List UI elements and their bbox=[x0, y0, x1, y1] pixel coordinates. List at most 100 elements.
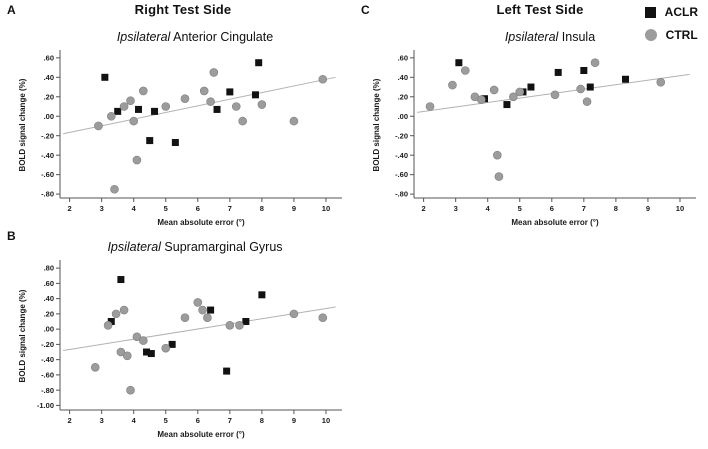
data-point-ctrl bbox=[238, 116, 247, 126]
data-point-ctrl bbox=[122, 351, 132, 361]
svg-text:6: 6 bbox=[196, 416, 200, 425]
svg-text:.40: .40 bbox=[44, 294, 54, 303]
data-point-ctrl bbox=[198, 305, 207, 315]
data-point-ctrl bbox=[318, 313, 328, 322]
data-point-ctrl bbox=[132, 155, 142, 165]
aclr-square-marker-icon bbox=[644, 6, 656, 18]
svg-text:10: 10 bbox=[676, 204, 684, 213]
y-axis-label: BOLD signal change (%) bbox=[372, 78, 381, 171]
svg-text:5: 5 bbox=[164, 416, 168, 425]
svg-text:.00: .00 bbox=[398, 112, 408, 121]
scatter-plot-C: .60 .40 .20 .00 -.20 -.40 -.60 -.80 2 3 4 5 6 7 8 9 10 Me… bbox=[372, 50, 696, 227]
svg-text:-1.00: -1.00 bbox=[37, 401, 54, 410]
data-point-ctrl bbox=[161, 102, 171, 111]
data-point-ctrl bbox=[119, 305, 129, 315]
data-point-ctrl bbox=[231, 102, 241, 111]
data-point-ctrl bbox=[110, 184, 119, 194]
svg-text:4: 4 bbox=[132, 416, 137, 425]
chart-title-italic: Ipsilateral bbox=[504, 30, 559, 44]
data-point-aclr bbox=[251, 91, 259, 99]
data-point-aclr bbox=[255, 59, 263, 67]
chart-title-italic: Ipsilateral bbox=[116, 30, 171, 44]
svg-text:6: 6 bbox=[550, 204, 554, 213]
data-point-ctrl bbox=[203, 313, 212, 322]
panel-label-b: B bbox=[7, 229, 16, 243]
data-point-aclr bbox=[213, 105, 221, 113]
svg-text:5: 5 bbox=[164, 204, 168, 213]
y-axis-label: BOLD signal change (%) bbox=[18, 78, 27, 171]
data-point-ctrl bbox=[103, 321, 113, 330]
data-point-aclr bbox=[107, 318, 115, 326]
svg-text:.60: .60 bbox=[44, 279, 54, 288]
svg-text:-.40: -.40 bbox=[395, 151, 408, 160]
data-point-ctrl bbox=[161, 343, 171, 353]
data-point-aclr bbox=[455, 59, 463, 67]
data-point-ctrl bbox=[129, 116, 139, 126]
data-point-ctrl bbox=[193, 298, 203, 307]
data-point-ctrl bbox=[476, 95, 486, 104]
data-point-ctrl bbox=[550, 90, 560, 100]
data-point-ctrl bbox=[126, 385, 135, 395]
data-point-ctrl bbox=[576, 84, 585, 94]
svg-text:4: 4 bbox=[486, 204, 491, 213]
legend-item-aclr: ACLR bbox=[644, 5, 698, 19]
data-point-ctrl bbox=[493, 150, 502, 160]
svg-text:8: 8 bbox=[260, 204, 264, 213]
data-point-ctrl bbox=[515, 87, 525, 97]
data-point-aclr bbox=[135, 105, 143, 113]
data-point-ctrl bbox=[180, 94, 190, 104]
data-point-ctrl bbox=[590, 58, 600, 68]
x-axis-label: Mean absolute error (°) bbox=[157, 430, 245, 439]
svg-text:.00: .00 bbox=[44, 112, 54, 121]
svg-text:-.40: -.40 bbox=[41, 151, 54, 160]
svg-text:.20: .20 bbox=[44, 92, 54, 101]
svg-text:8: 8 bbox=[260, 416, 264, 425]
data-point-aclr bbox=[151, 107, 159, 115]
data-point-aclr bbox=[117, 276, 125, 284]
svg-text:3: 3 bbox=[100, 416, 104, 425]
data-point-ctrl bbox=[90, 362, 100, 372]
data-point-ctrl bbox=[494, 172, 504, 181]
y-axis-label: BOLD signal change (%) bbox=[18, 289, 27, 382]
svg-text:7: 7 bbox=[228, 204, 232, 213]
svg-text:.60: .60 bbox=[398, 53, 408, 62]
svg-text:5: 5 bbox=[518, 204, 522, 213]
data-point-aclr bbox=[580, 66, 588, 74]
svg-text:-.20: -.20 bbox=[395, 131, 408, 140]
data-point-ctrl bbox=[126, 96, 135, 105]
data-point-ctrl bbox=[225, 321, 235, 330]
data-point-ctrl bbox=[460, 66, 470, 75]
panel-label-a: A bbox=[7, 3, 16, 17]
chart-title-italic: Ipsilateral bbox=[107, 240, 161, 254]
svg-text:.20: .20 bbox=[44, 309, 54, 318]
data-point-ctrl bbox=[289, 309, 299, 319]
svg-text:7: 7 bbox=[228, 416, 232, 425]
chart-title-rest: Anterior Cingulate bbox=[170, 30, 274, 44]
svg-text:.40: .40 bbox=[44, 73, 54, 82]
data-point-aclr bbox=[554, 68, 562, 76]
data-point-aclr bbox=[586, 83, 594, 91]
chart-anterior-cingulate: .60 .40 .20 .00 -.20 -.40 -.60 -.80 2 3 4 5 6 7 8 9 10 Me… bbox=[14, 46, 354, 241]
ctrl-circle-marker-icon bbox=[644, 29, 657, 41]
svg-text:-.60: -.60 bbox=[41, 170, 54, 179]
data-point-aclr bbox=[147, 350, 155, 358]
legend-item-ctrl: CTRL bbox=[644, 28, 698, 42]
svg-text:.20: .20 bbox=[398, 92, 408, 101]
svg-text:9: 9 bbox=[292, 416, 296, 425]
x-axis-label: Mean absolute error (°) bbox=[157, 218, 245, 227]
svg-text:-.60: -.60 bbox=[41, 371, 54, 380]
data-point-ctrl bbox=[289, 116, 299, 126]
data-point-ctrl bbox=[132, 332, 142, 342]
legend-label-ctrl: CTRL bbox=[665, 28, 698, 42]
data-point-aclr bbox=[242, 318, 250, 326]
header-left-test-side: Left Test Side bbox=[496, 2, 584, 17]
header-right-test-side: Right Test Side bbox=[134, 2, 232, 17]
chart-supramarginal-gyrus: .80 .60 .40 .20 .00 -.20 -.40 -.60 -.80 -1.00 2 3 4 5… bbox=[14, 256, 354, 449]
data-point-ctrl bbox=[318, 74, 328, 84]
chart-title-rest: Supramarginal Gyrus bbox=[160, 240, 283, 254]
svg-text:2: 2 bbox=[68, 204, 72, 213]
data-point-aclr bbox=[146, 137, 154, 145]
data-point-ctrl bbox=[448, 80, 457, 90]
data-point-aclr bbox=[143, 348, 151, 356]
